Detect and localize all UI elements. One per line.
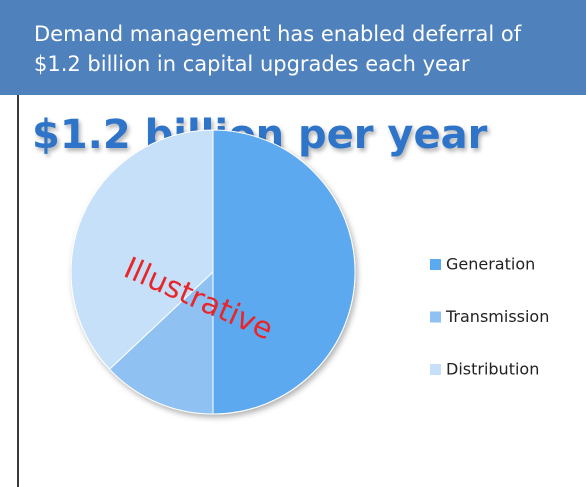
header: Demand management has enabled deferral o… [0,0,586,95]
legend-swatch [430,364,441,375]
header-line: Demand management has enabled deferral o… [34,22,522,46]
pie-slice [108,270,214,415]
legend-label: Generation [446,255,535,274]
frame-line [17,95,19,487]
legend-swatch [430,259,441,270]
legend-label: Transmission [445,307,549,326]
pie-slice [70,129,214,370]
pie-slice [212,129,356,415]
header-line: $1.2 billion in capital upgrades each ye… [34,52,470,76]
legend-swatch [430,311,441,323]
legend-label: Distribution [446,360,539,379]
pie [70,129,356,415]
